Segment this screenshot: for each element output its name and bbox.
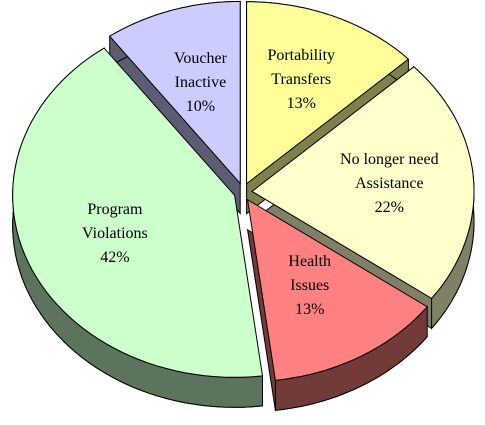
category-name: Portability Transfers — [267, 47, 336, 89]
slice — [246, 198, 428, 381]
percent-label: 10% — [185, 98, 216, 116]
category-name: No longer need Assistance — [340, 151, 439, 193]
slice-label: Portability Transfers 13% — [251, 44, 351, 116]
percent-label: 13% — [295, 300, 325, 318]
percent-label: 42% — [100, 249, 130, 267]
slice — [108, 0, 241, 185]
percent-label: 13% — [286, 95, 316, 113]
category-name: Program Violations — [82, 201, 148, 243]
category-name: Health Issues — [288, 252, 332, 294]
percent-label: 22% — [374, 199, 404, 217]
slice-label: Program Violations 42% — [60, 198, 170, 270]
slice-label: Voucher Inactive 10% — [160, 47, 240, 119]
category-name: Voucher Inactive — [173, 50, 227, 92]
slice — [12, 47, 264, 378]
slice — [246, 1, 410, 185]
slice — [251, 66, 475, 300]
slice-label: Health Issues 13% — [270, 250, 350, 322]
slice-label: No longer need Assistance 22% — [319, 148, 459, 220]
